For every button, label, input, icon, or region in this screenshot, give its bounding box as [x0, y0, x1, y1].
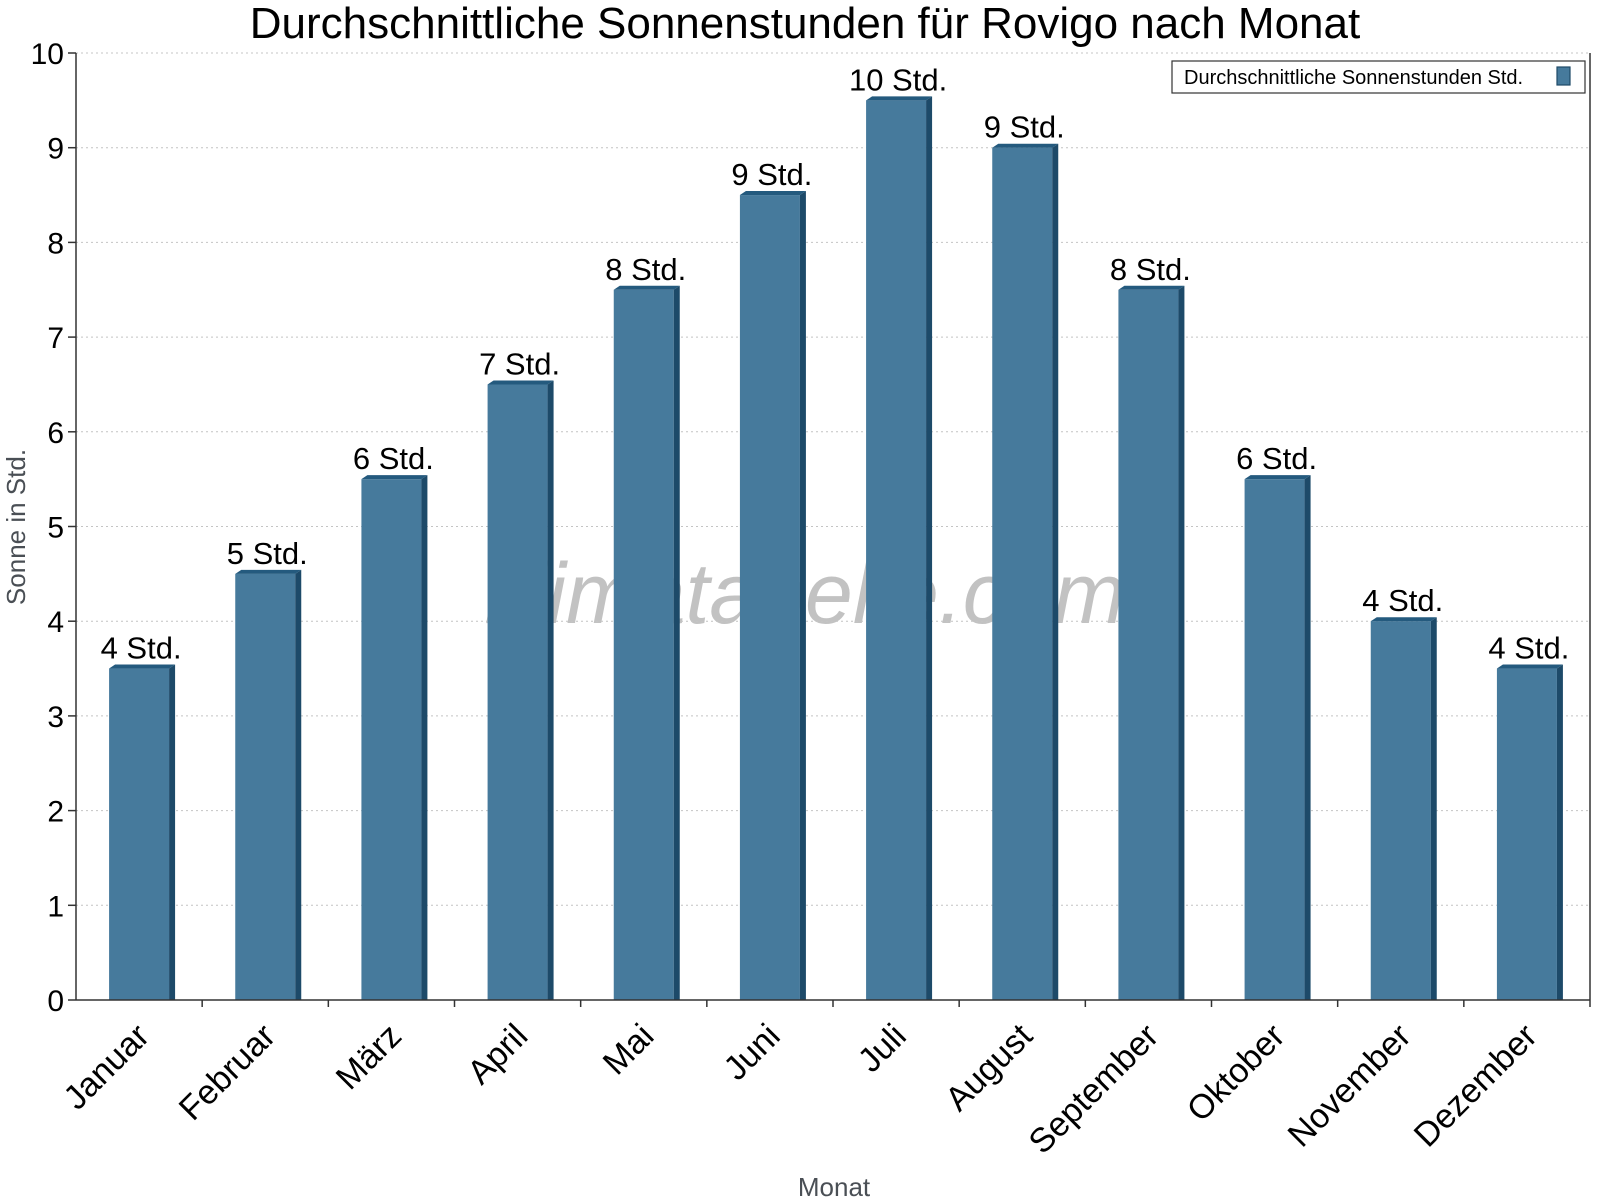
- bar-top: [361, 475, 428, 480]
- bar: [992, 147, 1053, 1000]
- bar: [1496, 668, 1557, 1000]
- x-tick-label: August: [938, 1016, 1040, 1118]
- bar: [235, 573, 296, 1000]
- x-tick-label: Mai: [596, 1017, 662, 1083]
- bar: [109, 668, 170, 1000]
- y-tick-label: 3: [47, 701, 64, 734]
- data-label: 8 Std.: [1110, 252, 1191, 287]
- bar-top: [613, 285, 680, 290]
- data-label: 10 Std.: [849, 62, 947, 97]
- x-tick-label: September: [1022, 1017, 1166, 1161]
- bar: [361, 479, 422, 1000]
- bar: [1118, 289, 1179, 1000]
- bar-top: [1496, 664, 1563, 669]
- bar-top: [1370, 617, 1437, 622]
- bar-side: [295, 569, 302, 1000]
- data-labels: 4 Std. 5 Std. 6 Std. 7 Std. 8 Std. 9 Std. 10 S…: [101, 62, 1570, 665]
- legend-box: [1171, 60, 1586, 94]
- x-tick-label: Februar: [172, 1017, 283, 1128]
- data-label: 4 Std.: [101, 631, 182, 666]
- legend: Durchschnittliche Sonnenstunden Std.: [1171, 60, 1586, 94]
- bar-top: [235, 569, 302, 574]
- bar-top: [866, 96, 933, 101]
- bar-side: [926, 96, 933, 1001]
- bar: [613, 289, 674, 1000]
- bar-side: [1304, 475, 1311, 1000]
- x-tick-label: März: [329, 1017, 409, 1097]
- y-tick-label: 9: [47, 133, 64, 166]
- gridlines: [76, 52, 1590, 906]
- y-tick-label: 0: [47, 985, 64, 1018]
- bar: [866, 100, 927, 1001]
- x-tick-labels: Januar Februar März April Mai Juni Juli AugustS…: [56, 1000, 1591, 1161]
- data-label: 6 Std.: [1236, 441, 1317, 476]
- bar: [487, 384, 548, 1000]
- chart-title: Durchschnittliche Sonnenstunden für Rovi…: [250, 0, 1360, 48]
- x-tick-label: Juni: [717, 1017, 788, 1088]
- legend-swatch: [1556, 66, 1571, 86]
- y-tick-label: 4: [47, 606, 64, 639]
- x-tick-label: Oktober: [1180, 1017, 1292, 1129]
- x-tick-label: April: [460, 1017, 535, 1092]
- x-tick-label: Dezember: [1407, 1017, 1545, 1155]
- data-label: 7 Std.: [479, 346, 560, 381]
- x-axis-title: Monat: [798, 1172, 871, 1200]
- bar: [1244, 479, 1305, 1000]
- data-label: 6 Std.: [353, 441, 434, 476]
- bar-side: [421, 475, 428, 1000]
- bar-top: [992, 143, 1059, 148]
- data-label: 5 Std.: [227, 536, 308, 571]
- bar-side: [1178, 285, 1185, 1000]
- x-tick-label: Juli: [851, 1017, 914, 1080]
- bar: [1370, 621, 1431, 1000]
- data-label: 4 Std.: [1488, 631, 1569, 666]
- y-tick-label: 7: [47, 322, 64, 355]
- y-tick-label: 2: [47, 796, 64, 829]
- y-tick-label: 8: [47, 227, 64, 260]
- bars: [109, 96, 1563, 1001]
- data-label: 9 Std.: [984, 110, 1065, 145]
- y-tick-label: 10: [31, 38, 64, 71]
- x-tick-label: November: [1281, 1017, 1419, 1155]
- bar-side: [1052, 143, 1059, 1000]
- y-axis-title: Sonne in Std.: [1, 449, 31, 605]
- bar-side: [673, 285, 680, 1000]
- bar-side: [799, 191, 806, 1001]
- bar-top: [1244, 475, 1311, 480]
- bar-side: [169, 664, 176, 1000]
- bar-side: [1556, 664, 1563, 1000]
- data-label: 9 Std.: [731, 157, 812, 192]
- data-label: 4 Std.: [1362, 583, 1443, 618]
- x-tick-label: Januar: [56, 1017, 156, 1117]
- bar-side: [547, 380, 554, 1000]
- y-tick-label: 6: [47, 417, 64, 450]
- bar-top: [109, 664, 176, 669]
- bar-top: [739, 191, 806, 196]
- y-tick-labels: 0 1 2 3 4 5 6 7 8 9 10: [31, 38, 76, 1018]
- y-tick-label: 1: [47, 890, 64, 923]
- bar-side: [1430, 617, 1437, 1000]
- bar: [739, 195, 800, 1001]
- bar-top: [487, 380, 554, 385]
- data-label: 8 Std.: [605, 252, 686, 287]
- y-tick-label: 5: [47, 512, 64, 545]
- bar-top: [1118, 285, 1185, 290]
- legend-label: Durchschnittliche Sonnenstunden Std.: [1184, 67, 1523, 89]
